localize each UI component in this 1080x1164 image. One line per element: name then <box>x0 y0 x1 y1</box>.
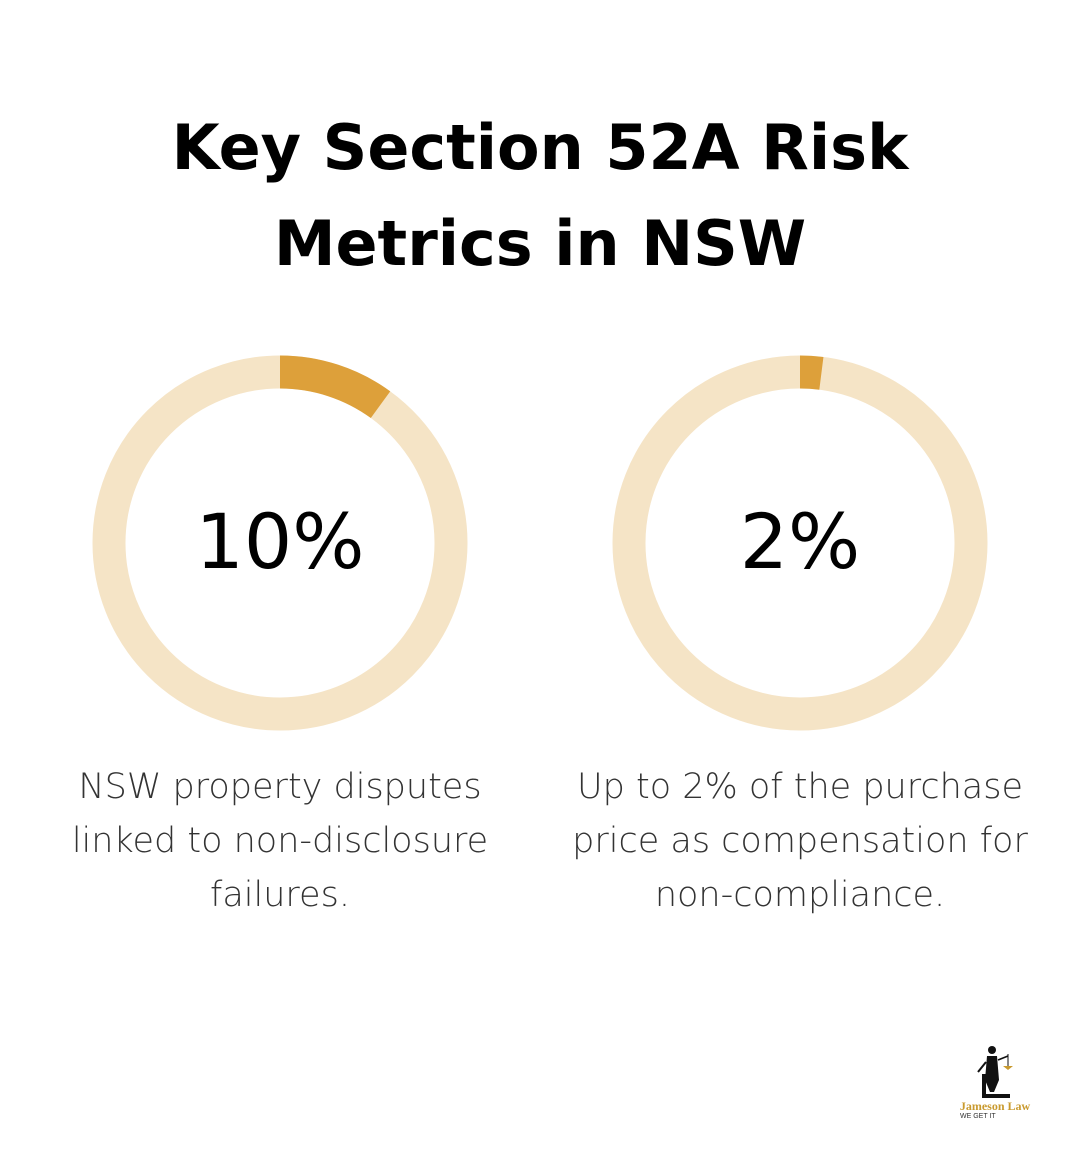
donut-panel: 2% Up to 2% of the purchase price as comp… <box>560 350 1040 922</box>
donut-segment <box>612 355 988 731</box>
donut-chart: 10% <box>92 355 468 731</box>
logo-tagline: WE GET IT <box>960 1113 996 1120</box>
donut-chart: 2% <box>612 355 988 731</box>
caption: Up to 2% of the purchase price as compen… <box>572 767 1028 915</box>
title: Key Section 52A Risk Metrics in NSW <box>171 111 909 280</box>
caption: NSW property disputes linked to non-disc… <box>71 767 489 915</box>
value-label: 2% <box>740 497 861 586</box>
logo-name: Jameson Law <box>960 1099 1031 1113</box>
donut-panel: 10% NSW property disputes linked to non-d… <box>40 350 520 922</box>
donut-segment <box>92 355 468 731</box>
logo-icon <box>977 1046 1013 1098</box>
value-label: 10% <box>196 497 365 586</box>
logo: Jameson Law WE GET IT <box>960 1046 1031 1120</box>
